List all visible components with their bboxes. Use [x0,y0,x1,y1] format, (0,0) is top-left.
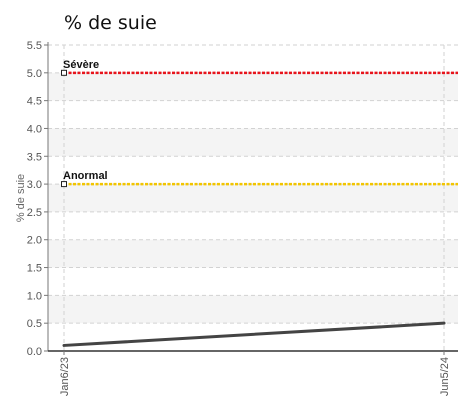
threshold-label: Anormal [63,170,108,182]
y-tick-label: 2.5 [27,207,42,219]
data-series [62,321,446,347]
plot-band [48,184,458,212]
threshold-label: Sévère [63,59,99,71]
plot-band [48,128,458,157]
plot-band [48,72,458,101]
y-tick-label: 0.5 [27,318,42,330]
y-tick-label: 5.5 [27,40,42,52]
y-tick-label: 1.5 [27,263,42,275]
axes [47,42,458,352]
y-tick-label: 4.0 [27,123,42,135]
chart-title: % de suie [64,12,157,34]
y-tick-label: 0.0 [27,346,42,358]
y-tick-label: 3.0 [27,179,42,191]
y-tick-labels: 0.0 0.5 1.0 1.5 2.0 2.5 3.0 3.5 4.0 4.5 5.0 5.5 [27,40,48,358]
plot-band [48,295,458,324]
x-tick-label: Jan6/23 [59,357,71,396]
y-tick-label: 4.5 [27,96,42,108]
plot-bands [48,72,458,324]
y-tick-label: 1.0 [27,290,42,302]
threshold-marker [61,69,67,76]
series-line [62,321,446,347]
y-tick-label: 3.5 [27,151,42,163]
plot-band [48,239,458,268]
x-tick-label: Jun5/24 [439,357,451,396]
y-tick-label: 5.0 [27,68,42,80]
threshold-lines: Sévère Anormal [61,59,458,188]
y-axis-label: % de suie [15,174,27,222]
x-tick-labels: Jan6/23 Jun5/24 [59,351,451,396]
threshold-marker [61,181,67,188]
y-tick-label: 2.0 [27,235,42,247]
